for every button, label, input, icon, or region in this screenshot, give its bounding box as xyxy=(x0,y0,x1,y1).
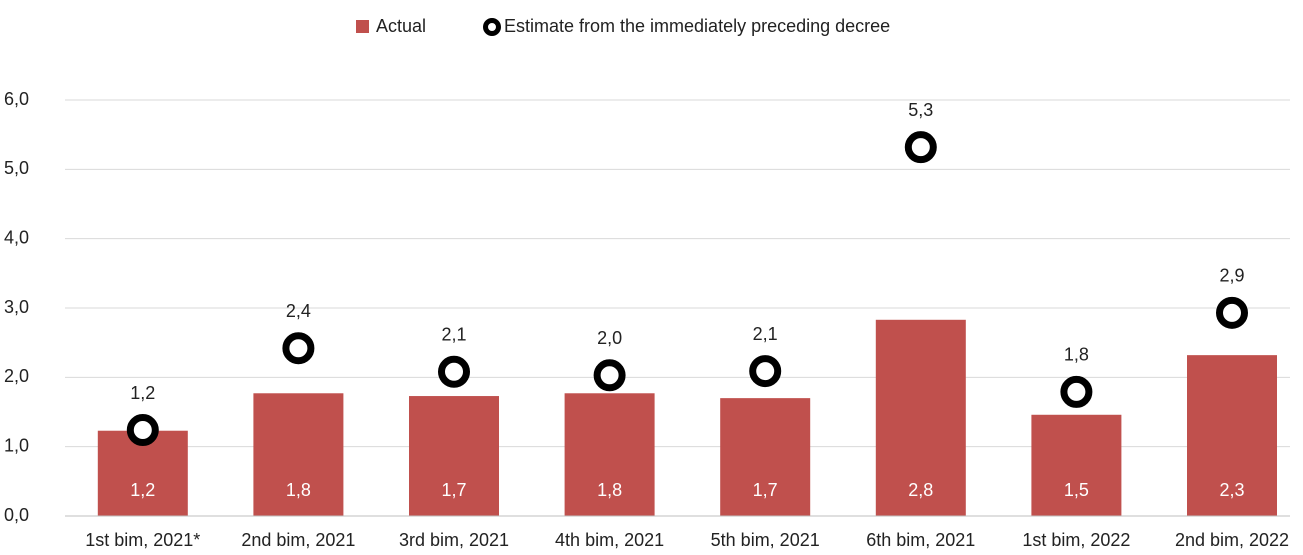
legend-swatch xyxy=(483,18,501,36)
x-tick-label: 2nd bim, 2022 xyxy=(1175,530,1289,550)
bar-value-label: 1,7 xyxy=(441,480,466,500)
marker-value-label: 1,8 xyxy=(1064,345,1089,365)
bar xyxy=(875,319,966,516)
marker xyxy=(593,359,626,392)
x-tick-label: 6th bim, 2021 xyxy=(866,530,975,550)
x-tick-label: 4th bim, 2021 xyxy=(555,530,664,550)
y-tick-label: 1,0 xyxy=(4,435,29,455)
bar xyxy=(1187,355,1277,516)
bar-value-label: 1,2 xyxy=(130,480,155,500)
marker xyxy=(282,332,315,365)
legend-label: Estimate from the immediately preceding … xyxy=(504,16,890,36)
bar-value-label: 1,7 xyxy=(753,480,778,500)
x-tick-label: 1st bim, 2021* xyxy=(85,530,200,550)
bar-value-label: 2,8 xyxy=(908,480,933,500)
marker xyxy=(126,414,159,447)
marker xyxy=(438,355,470,388)
legend-swatch xyxy=(356,20,369,33)
marker-value-label: 2,9 xyxy=(1219,266,1244,286)
y-tick-label: 3,0 xyxy=(4,297,29,317)
marker-value-label: 2,1 xyxy=(441,325,466,345)
marker-value-label: 1,2 xyxy=(130,383,155,403)
y-tick-label: 0,0 xyxy=(4,505,29,525)
bar-value-label: 2,3 xyxy=(1219,480,1244,500)
y-tick-label: 6,0 xyxy=(4,89,29,109)
marker xyxy=(1216,296,1248,329)
y-tick-label: 4,0 xyxy=(4,227,29,247)
marker xyxy=(904,131,937,164)
bar-value-label: 1,8 xyxy=(286,480,311,500)
bar xyxy=(564,393,655,516)
bar xyxy=(409,396,499,516)
legend-label: Actual xyxy=(376,16,426,36)
bar-value-label: 1,8 xyxy=(597,480,622,500)
marker-value-label: 5,3 xyxy=(908,100,933,120)
y-tick-label: 5,0 xyxy=(4,158,29,178)
x-tick-label: 2nd bim, 2021 xyxy=(241,530,355,550)
bar xyxy=(720,398,811,516)
bar-value-label: 1,5 xyxy=(1064,480,1089,500)
x-tick-label: 5th bim, 2021 xyxy=(711,530,820,550)
x-tick-label: 3rd bim, 2021 xyxy=(399,530,509,550)
marker-value-label: 2,1 xyxy=(753,324,778,344)
bar xyxy=(1031,414,1122,516)
bar xyxy=(253,393,344,516)
marker-value-label: 2,0 xyxy=(597,328,622,348)
marker xyxy=(1060,375,1093,408)
y-tick-label: 2,0 xyxy=(4,366,29,386)
marker-value-label: 2,4 xyxy=(286,301,311,321)
marker xyxy=(749,355,782,388)
x-tick-label: 1st bim, 2022 xyxy=(1022,530,1130,550)
